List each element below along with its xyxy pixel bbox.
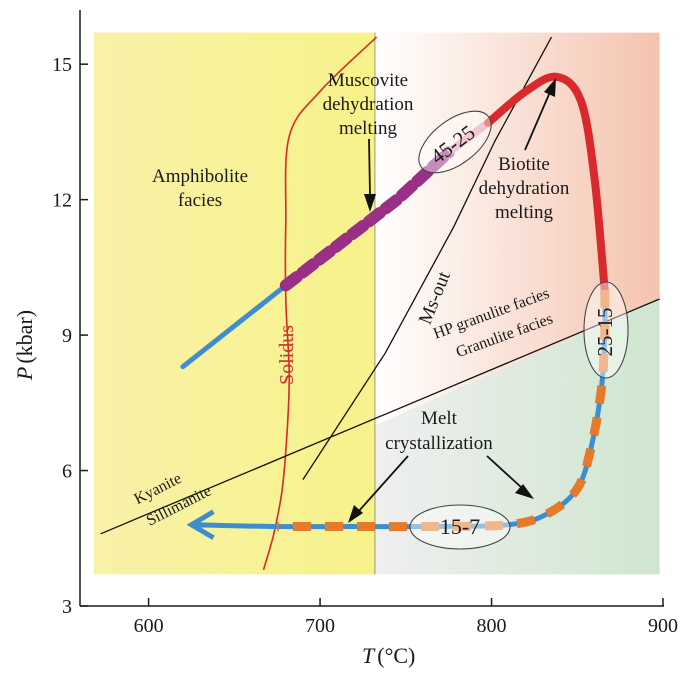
- biotite-label-line3: melting: [495, 202, 554, 223]
- x-axis-title: T (°C): [362, 643, 415, 668]
- melt-fraction-ellipses: [409, 110, 629, 550]
- melt-fraction-25-15: 25-15: [593, 308, 617, 357]
- biotite-label-line2: dehydration: [479, 178, 570, 199]
- y-axis-title: P(kbar): [12, 310, 37, 381]
- ellipse-15-7: [409, 504, 511, 550]
- amphibolite-label-line1: Amphibolite: [152, 166, 248, 187]
- pink-path-segment: [446, 119, 491, 156]
- melt-arrow-right-head: [515, 484, 534, 499]
- muscovite-label-line3: melting: [339, 118, 398, 139]
- ellipse-45-25: [418, 110, 492, 174]
- melt-arrow-right-shaft: [486, 455, 523, 489]
- muscovite-melting-dashes: [279, 146, 455, 292]
- ellipse-25-15: [583, 281, 629, 379]
- muscovite-arrow-shaft: [368, 138, 371, 197]
- boundary-lines: [100, 36, 660, 571]
- y-tick-label-3: 3: [62, 596, 72, 618]
- amphibolite-region: [93, 32, 375, 575]
- x-tick-label-700: 700: [305, 615, 335, 637]
- x-axis-ticks: 600 700 800 900: [134, 598, 678, 637]
- retrograde-path: [191, 289, 608, 530]
- x-tick-label-600: 600: [134, 615, 164, 637]
- annotation-arrows: [348, 78, 556, 523]
- amphibolite-label-line2: facies: [178, 190, 222, 211]
- muscovite-label-line1: Muscovite: [328, 70, 408, 91]
- retrograde-arrowhead: [186, 509, 215, 540]
- melt-crystallization-label-line2: crystallization: [385, 433, 493, 454]
- y-tick-label-6: 6: [62, 461, 72, 483]
- solidus-label: Solidus: [276, 325, 298, 385]
- biotite-arrowhead: [544, 78, 556, 97]
- ms-out-line: [302, 36, 553, 480]
- x-tick-label-900: 900: [648, 615, 678, 637]
- melt-arrow-left-shaft: [357, 455, 409, 513]
- muscovite-label-line2: dehydration: [323, 94, 414, 115]
- biotite-arrow-shaft: [524, 91, 551, 151]
- biotite-melting-path: [484, 72, 609, 294]
- melt-arrow-left-head: [348, 505, 363, 523]
- muscovite-arrowhead: [364, 194, 376, 212]
- retrograde-dashes: [277, 289, 610, 532]
- y-axis-ticks: 3 6 9 12 15: [52, 54, 88, 618]
- prograde-path: [180, 282, 289, 370]
- y-tick-label-9: 9: [62, 325, 72, 347]
- biotite-label-line1: Biotite: [498, 154, 550, 175]
- melt-fraction-15-7: 15-7: [440, 514, 480, 539]
- kyanite-sillimanite-granulite-line: [100, 298, 660, 535]
- x-tick-label-800: 800: [477, 615, 507, 637]
- solidus-line: [262, 36, 378, 571]
- melt-crystallization-label-line1: Melt: [421, 408, 458, 429]
- y-tick-label-12: 12: [52, 190, 72, 212]
- pt-path: [180, 72, 610, 540]
- y-tick-label-15: 15: [52, 54, 72, 76]
